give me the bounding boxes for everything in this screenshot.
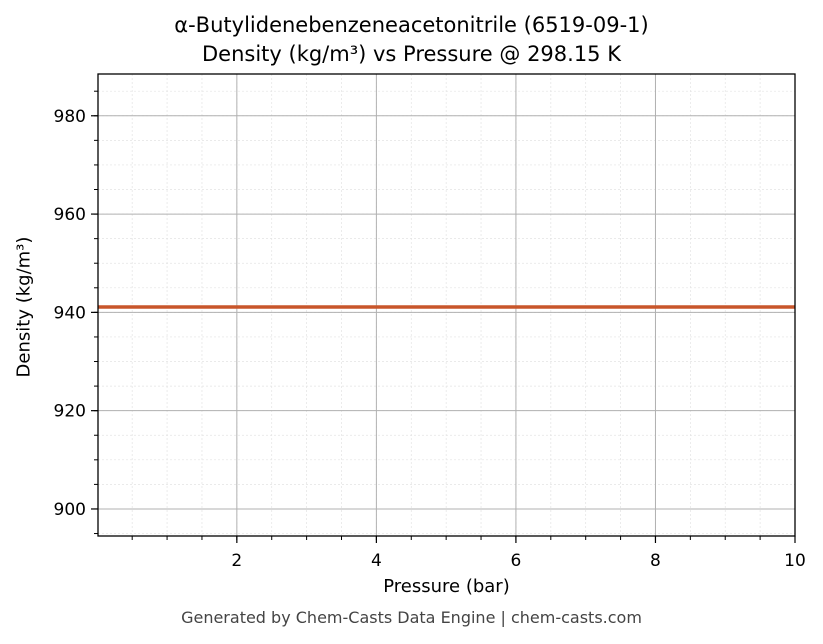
- x-tick-label: 2: [231, 551, 242, 571]
- footer-credit: Generated by Chem-Casts Data Engine | ch…: [181, 608, 642, 627]
- y-tick-label: 940: [54, 303, 86, 323]
- chart-title: α-Butylidenebenzeneacetonitrile (6519-09…: [174, 13, 649, 37]
- x-tick-label: 4: [371, 551, 382, 571]
- y-axis-label: Density (kg/m³): [13, 236, 35, 378]
- x-tick-label: 8: [650, 551, 661, 571]
- x-tick-label: 6: [511, 551, 522, 571]
- y-tick-label: 900: [54, 500, 86, 520]
- y-tick-label: 920: [54, 402, 86, 422]
- y-tick-label: 960: [54, 205, 86, 225]
- y-tick-label: 980: [54, 107, 86, 127]
- x-tick-label: 10: [784, 551, 806, 571]
- x-axis-label: Pressure (bar): [383, 576, 510, 597]
- chart-subtitle: Density (kg/m³) vs Pressure @ 298.15 K: [201, 42, 621, 66]
